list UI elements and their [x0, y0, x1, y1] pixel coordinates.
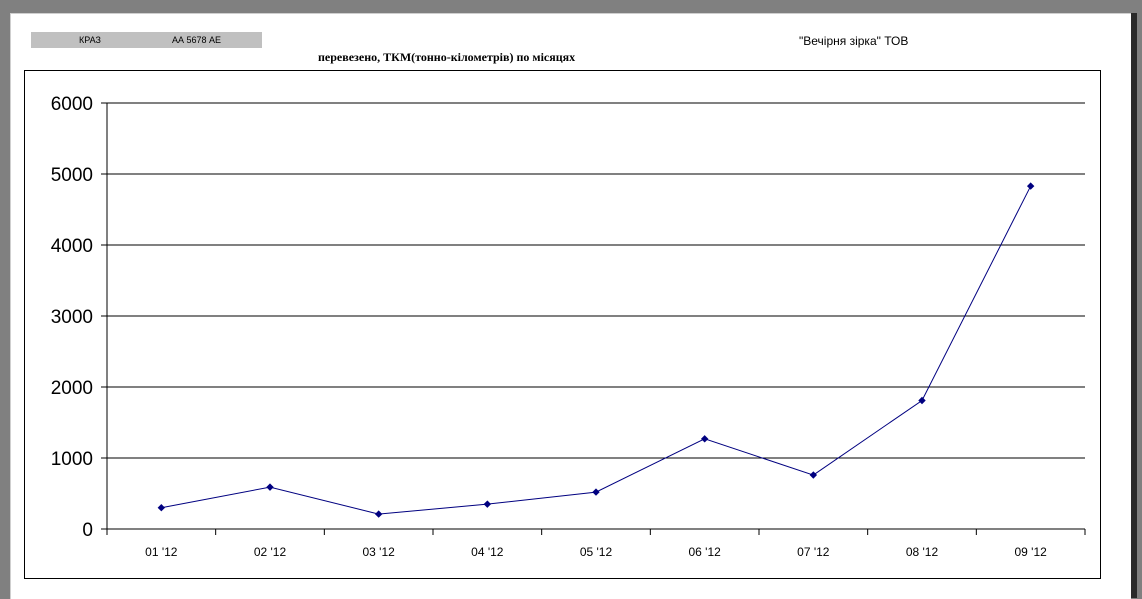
- y-tick-label: 4000: [51, 236, 93, 257]
- chart-title: перевезено, ТКМ(тонно-кілометрів) по міс…: [318, 50, 576, 64]
- y-tick-label: 3000: [51, 307, 93, 328]
- x-tick-label: 07 '12: [797, 545, 830, 559]
- y-tick-label: 1000: [51, 449, 93, 470]
- data-point: [700, 435, 709, 443]
- vehicle-plate: АА 5678 АЕ: [172, 35, 222, 45]
- x-tick-label: 08 '12: [906, 545, 939, 559]
- y-tick-label: 0: [82, 520, 93, 541]
- data-point: [374, 510, 383, 518]
- data-point: [157, 503, 166, 512]
- x-tick-label: 04 '12: [471, 545, 504, 559]
- gridlines: [107, 102, 1085, 459]
- y-tick-label: 6000: [51, 94, 93, 115]
- x-tick-label: 02 '12: [254, 545, 287, 559]
- data-point: [483, 500, 492, 508]
- company-name: "Вечірня зірка" ТОВ: [799, 34, 909, 48]
- vehicle-info-bar: КРАЗ АА 5678 АЕ: [31, 32, 262, 48]
- y-axis-ticks: 0 1000 2000 3000 4000 5000 6000: [51, 94, 107, 541]
- data-point: [1026, 182, 1035, 190]
- data-point: [592, 488, 600, 496]
- series-points: [157, 182, 1035, 518]
- page-shadow: [1131, 13, 1137, 598]
- x-tick-label: 05 '12: [580, 545, 613, 559]
- chart-border: [24, 70, 1101, 579]
- data-point: [266, 483, 274, 491]
- x-tick-label: 03 '12: [363, 545, 396, 559]
- vehicle-type: КРАЗ: [79, 35, 101, 45]
- x-axis-ticks: 01 '12 02 '12 03 '12 04 '12 05 '12 06 '12 07 '…: [106, 529, 1086, 559]
- x-tick-label: 09 '12: [1015, 545, 1048, 559]
- data-point: [918, 396, 926, 405]
- series-line-path: [161, 185, 1032, 515]
- x-tick-label: 06 '12: [689, 545, 722, 559]
- series-line: [161, 185, 1032, 515]
- y-tick-label: 5000: [51, 165, 93, 186]
- x-tick-label: 01 '12: [145, 545, 178, 559]
- data-point: [809, 471, 818, 479]
- y-tick-label: 2000: [51, 378, 93, 399]
